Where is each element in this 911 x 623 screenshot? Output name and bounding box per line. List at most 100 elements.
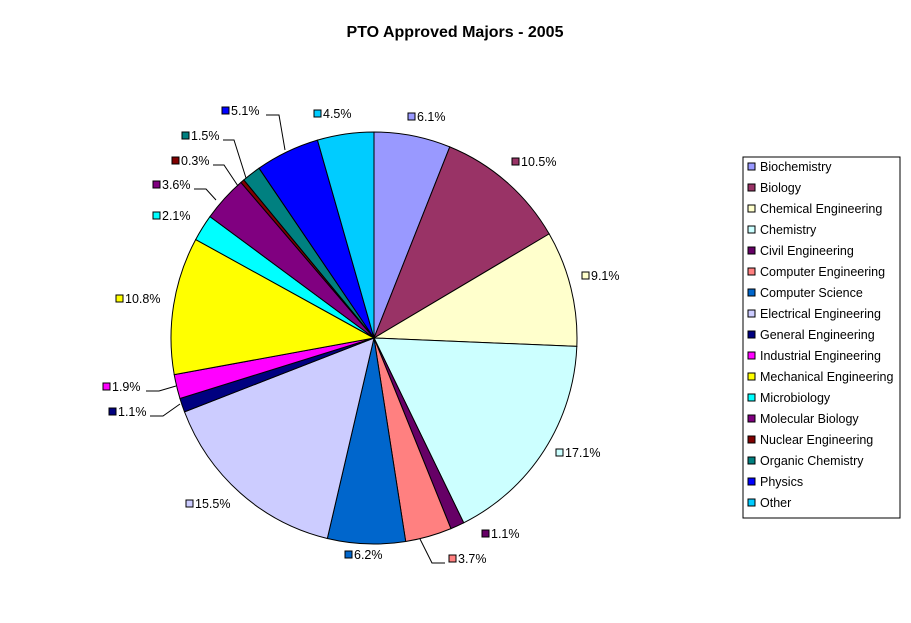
legend-swatch [747,498,756,507]
data-label-text: 10.8% [125,292,160,306]
data-label-swatch [448,554,457,563]
legend-item-biochemistry: Biochemistry [747,160,832,174]
legend-swatch [747,456,756,465]
slice-chemical-engineering [372,233,578,347]
legend-label: Biochemistry [760,160,832,174]
legend-swatch [747,309,756,318]
data-label-text: 1.5% [191,129,220,143]
legend-label: Computer Engineering [760,265,885,279]
legend-label: Industrial Engineering [760,349,881,363]
legend-item-physics: Physics [747,475,803,489]
slice-electrical-engineering [183,337,375,540]
legend-item-nuclear-engineering: Nuclear Engineering [747,433,873,447]
data-label-biology: 10.5% [511,155,556,169]
data-label-text: 5.1% [231,104,260,118]
legend-swatch [747,246,756,255]
data-label-chemical-engineering: 9.1% [581,269,620,283]
data-label-physics: 5.1% [221,104,286,151]
legend-item-microbiology: Microbiology [747,391,831,405]
legend-label: Other [760,496,791,510]
data-label-swatch [152,211,161,220]
data-label-swatch [221,106,230,115]
legend-label: Physics [760,475,803,489]
chart-title: PTO Approved Majors - 2005 [347,24,564,41]
legend-swatch [747,393,756,402]
data-label-text: 1.1% [118,405,147,419]
data-label-swatch [555,448,564,457]
data-label-biochemistry: 6.1% [407,110,446,124]
legend-swatch [747,267,756,276]
data-label-text: 10.5% [521,155,556,169]
data-label-text: 17.1% [565,446,600,460]
slice-mechanical-engineering [170,238,376,376]
legend-swatch [747,351,756,360]
legend-item-computer-engineering: Computer Engineering [747,265,885,279]
legend-box [742,156,901,519]
legend-label: Chemistry [760,223,817,237]
data-label-swatch [313,109,322,118]
legend-label: Civil Engineering [760,244,854,258]
data-label-swatch [481,529,490,538]
data-label-organic-chemistry: 1.5% [181,129,247,179]
legend-label: Computer Science [760,286,863,300]
legend-item-chemical-engineering: Chemical Engineering [747,202,882,216]
leader-line [194,188,217,201]
data-labels: 6.1% 10.5% 9.1% 17.1% 1.1% 3.7% 6.2% 15.5% 1.1% 1… [102,104,620,566]
legend-item-molecular-biology: Molecular Biology [747,412,859,426]
data-label-microbiology: 2.1% [152,209,191,223]
legend-swatch [747,414,756,423]
slice-biology [372,146,550,340]
legend-swatch [747,183,756,192]
legend-label: Nuclear Engineering [760,433,873,447]
legend-swatch [747,162,756,171]
data-label-mechanical-engineering: 10.8% [115,292,160,306]
data-label-swatch [407,112,416,121]
leader-line [419,538,445,564]
data-label-text: 0.3% [181,154,210,168]
data-label-industrial-engineering: 1.9% [102,380,177,394]
legend-label: Mechanical Engineering [760,370,893,384]
data-label-swatch [115,294,124,303]
pie-slices [170,131,578,545]
legend-swatch [747,225,756,234]
data-label-swatch [152,180,161,189]
data-label-swatch [185,499,194,508]
data-label-swatch [344,550,353,559]
data-label-nuclear-engineering: 0.3% [171,154,239,187]
legend-label: Chemical Engineering [760,202,882,216]
legend-label: Molecular Biology [760,412,859,426]
data-label-text: 1.1% [491,527,520,541]
legend-item-industrial-engineering: Industrial Engineering [747,349,881,363]
data-label-text: 1.9% [112,380,141,394]
legend-label: General Engineering [760,328,875,342]
legend-swatch [747,477,756,486]
legend-swatch [747,330,756,339]
legend: Biochemistry Biology Chemical Engineering C… [742,156,901,519]
leader-line [266,114,286,151]
data-label-general-engineering: 1.1% [108,403,181,419]
data-label-text: 3.6% [162,178,191,192]
data-label-swatch [108,407,117,416]
legend-label: Electrical Engineering [760,307,881,321]
data-label-computer-science: 6.2% [344,548,383,562]
legend-item-mechanical-engineering: Mechanical Engineering [747,370,893,384]
leader-line [150,403,181,417]
data-label-text: 6.1% [417,110,446,124]
data-label-swatch [171,156,180,165]
data-label-electrical-engineering: 15.5% [185,497,230,511]
data-label-chemistry: 17.1% [555,446,600,460]
data-label-swatch [581,271,590,280]
leader-line [223,139,247,179]
slice-other [316,131,375,339]
data-label-civil-engineering: 1.1% [481,527,520,541]
leader-line [146,385,177,392]
legend-swatch [747,204,756,213]
data-label-text: 4.5% [323,107,352,121]
legend-label: Biology [760,181,802,195]
legend-label: Organic Chemistry [760,454,864,468]
data-label-text: 15.5% [195,497,230,511]
legend-item-other: Other [747,496,791,510]
legend-item-chemistry: Chemistry [747,223,817,237]
legend-swatch [747,288,756,297]
